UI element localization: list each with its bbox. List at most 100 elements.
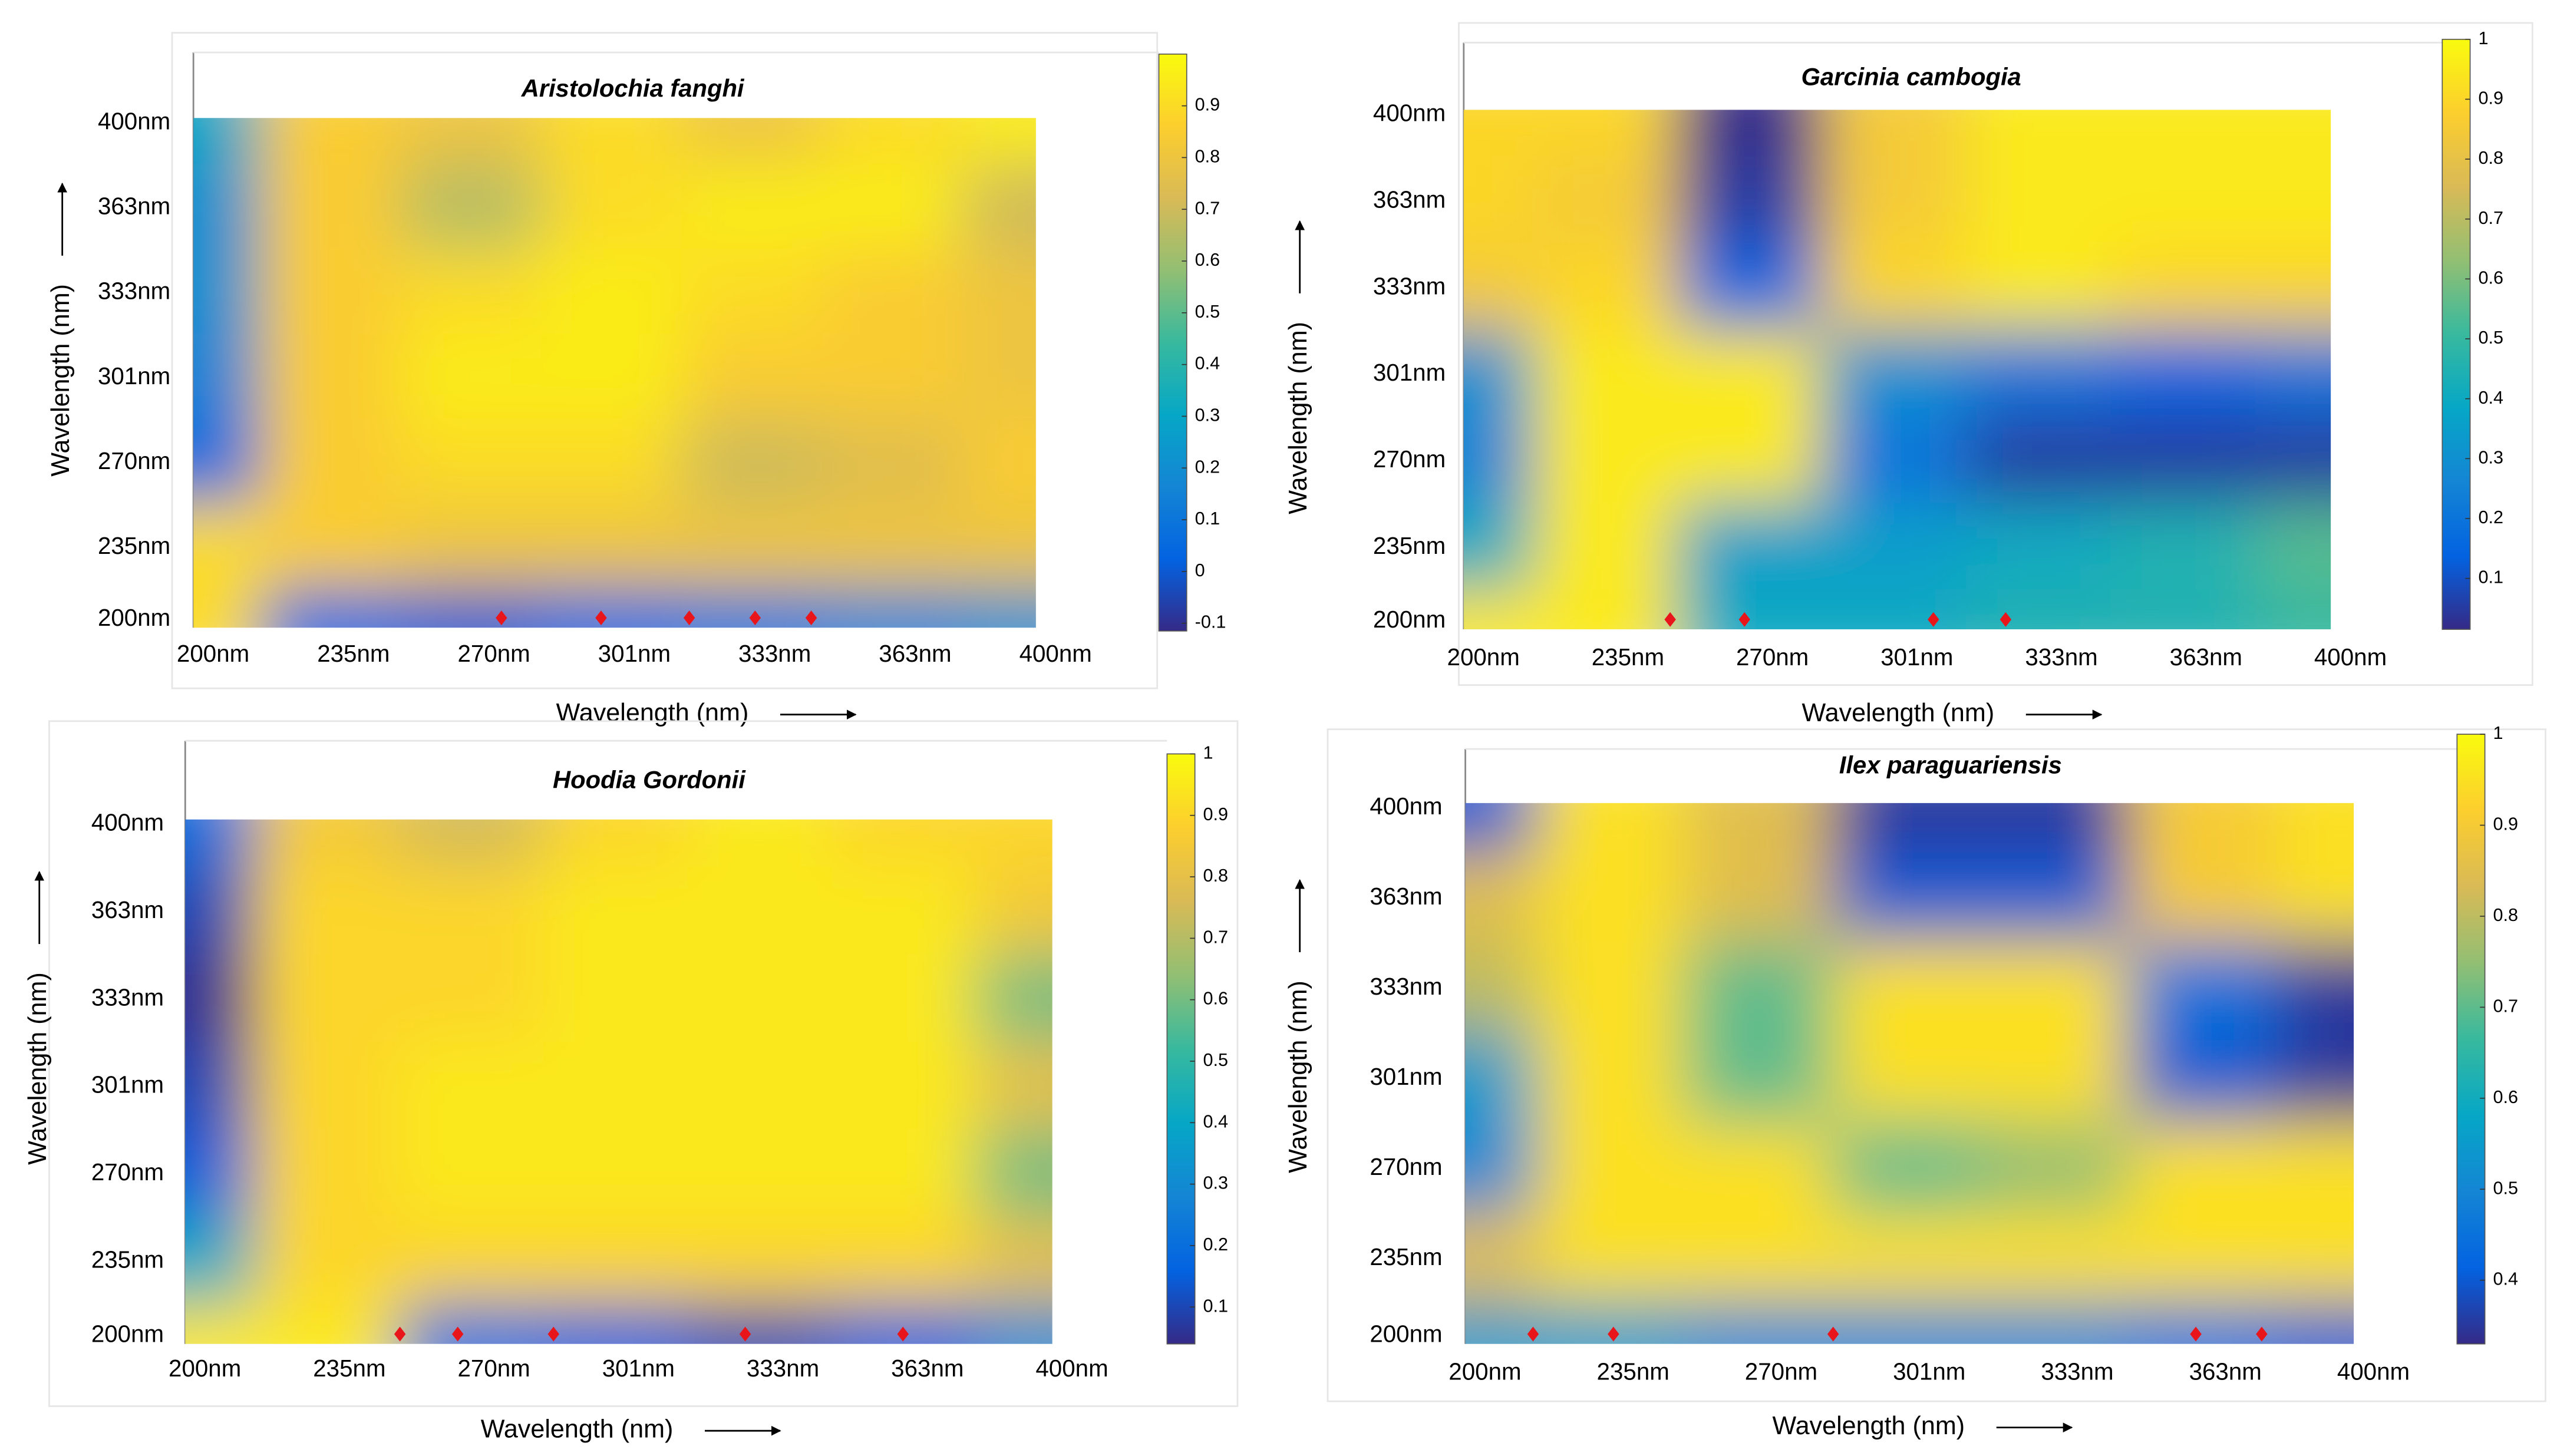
colorbar-tick-label: 0.3 xyxy=(2478,447,2503,467)
panel: 200nm 235nm 270nm 301nm 333nm 363nm 400nm 200nm… xyxy=(47,32,1226,727)
heat-cell xyxy=(2255,583,2331,630)
heat-cell xyxy=(976,1122,1053,1216)
x-tick-label: 270nm xyxy=(1745,1358,1817,1385)
colorbar-tick-label: 0.5 xyxy=(1195,302,1220,322)
heat-cell xyxy=(541,497,688,589)
y-tick-label: 333nm xyxy=(98,278,170,305)
heat-cell xyxy=(962,497,1036,589)
x-tick-label: 270nm xyxy=(457,640,530,667)
heat-cell xyxy=(2276,1205,2354,1302)
heat-cell xyxy=(1980,844,2135,942)
heat-cell xyxy=(1465,1025,1543,1122)
heat-cell xyxy=(1532,150,1684,243)
x-tick-label: 363nm xyxy=(879,640,951,667)
y-tick-label: 400nm xyxy=(1373,99,1446,126)
heat-cell xyxy=(688,947,839,1042)
heat-cell xyxy=(543,1122,695,1216)
colorbar-tick-label: 0.5 xyxy=(2493,1178,2519,1198)
heat-cell xyxy=(1822,110,1973,157)
heat-cell xyxy=(2255,323,2331,417)
chart-title: Aristolochia fanghi xyxy=(521,74,745,102)
x-tick-label: 400nm xyxy=(2337,1358,2410,1385)
colorbar-tick-label: 0.9 xyxy=(1203,804,1229,824)
peak-marker xyxy=(805,610,817,626)
heat-cell xyxy=(2128,844,2284,942)
heat-cell xyxy=(821,497,969,589)
heat-cell xyxy=(1980,1295,2135,1344)
heat-cell xyxy=(1463,150,1539,243)
peak-marker xyxy=(595,610,607,626)
y-tick-label: 235nm xyxy=(91,1246,164,1273)
heat-cell xyxy=(962,157,1036,249)
heat-cell xyxy=(2276,844,2354,942)
heat-cell xyxy=(832,1122,984,1216)
colorbar-tick-label: 0.4 xyxy=(2478,388,2503,408)
panel: 200nm 235nm 270nm 301nm 333nm 363nm 400nm 200nm… xyxy=(1284,22,2533,727)
heat-cell xyxy=(2110,236,2262,330)
heat-cell xyxy=(2110,410,2262,503)
x-tick-label: 200nm xyxy=(177,640,249,667)
colorbar-tick-label: 0.1 xyxy=(2478,567,2503,587)
y-tick-label: 400nm xyxy=(98,107,170,134)
heat-cell xyxy=(193,582,267,628)
colorbar-tick-label: -0.1 xyxy=(1195,612,1226,632)
heat-cell xyxy=(1684,803,1839,851)
heat-cell xyxy=(398,947,550,1042)
panel: 200nm 235nm 270nm 301nm 333nm 363nm 400nm 200nm… xyxy=(1284,723,2546,1440)
heatmap-cells xyxy=(193,118,1036,628)
colorbar-tick-label: 0.1 xyxy=(1195,509,1220,529)
heat-cell xyxy=(1677,496,1829,590)
heat-cell xyxy=(832,1297,984,1344)
heat-cell xyxy=(541,242,688,334)
heat-cell xyxy=(2276,1115,2354,1212)
heat-cell xyxy=(1832,1115,1987,1212)
colorbar-tick-label: 0.6 xyxy=(1203,989,1229,1009)
x-tick-label: 200nm xyxy=(1449,1358,1521,1385)
heat-cell xyxy=(260,412,408,504)
colorbar-tick-label: 1 xyxy=(2493,723,2503,743)
colorbar-tick-label: 0.7 xyxy=(2478,208,2503,228)
heat-cell xyxy=(1822,410,1973,503)
heat-cell xyxy=(1980,1025,2135,1122)
heat-cell xyxy=(1980,935,2135,1032)
panel-frame xyxy=(1458,22,2533,686)
heatmap xyxy=(1465,803,2354,1344)
heat-cell xyxy=(1532,236,1684,330)
heat-cell xyxy=(821,327,969,419)
heat-cell xyxy=(541,118,688,164)
heat-cell xyxy=(398,860,550,954)
heat-cell xyxy=(2110,583,2262,630)
heat-cell xyxy=(401,497,548,589)
heat-cell xyxy=(1532,583,1684,630)
heat-cell xyxy=(681,327,829,419)
heat-cell xyxy=(1463,496,1539,590)
heat-cell xyxy=(1832,935,1987,1032)
heat-cell xyxy=(541,157,688,249)
heat-cell xyxy=(1966,110,2117,157)
y-tick-label: 301nm xyxy=(1370,1063,1442,1090)
x-axis-label: Wavelength (nm) xyxy=(481,1415,674,1444)
heat-cell xyxy=(821,242,969,334)
heat-cell xyxy=(1536,1205,1691,1302)
heat-cell xyxy=(1966,583,2117,630)
heat-cell xyxy=(401,582,548,628)
heat-cell xyxy=(681,497,829,589)
heat-cell xyxy=(2110,496,2262,590)
colorbar-tick-label: 0.9 xyxy=(1195,95,1220,115)
colorbar xyxy=(1158,53,1187,632)
heat-cell xyxy=(1463,583,1539,630)
x-tick-label: 301nm xyxy=(598,640,671,667)
heatmap-cells xyxy=(185,819,1053,1344)
heat-cell xyxy=(821,157,969,249)
heat-cell xyxy=(1966,150,2117,243)
y-tick-label: 333nm xyxy=(1370,973,1442,1000)
heat-cell xyxy=(688,1209,839,1304)
x-tick-label: 400nm xyxy=(2314,643,2387,671)
heat-cell xyxy=(185,1297,261,1344)
heat-cell xyxy=(1463,236,1539,330)
heat-cell xyxy=(1463,110,1539,157)
heat-cell xyxy=(193,497,267,589)
heat-cell xyxy=(1465,844,1543,942)
heat-cell xyxy=(2276,1295,2354,1344)
